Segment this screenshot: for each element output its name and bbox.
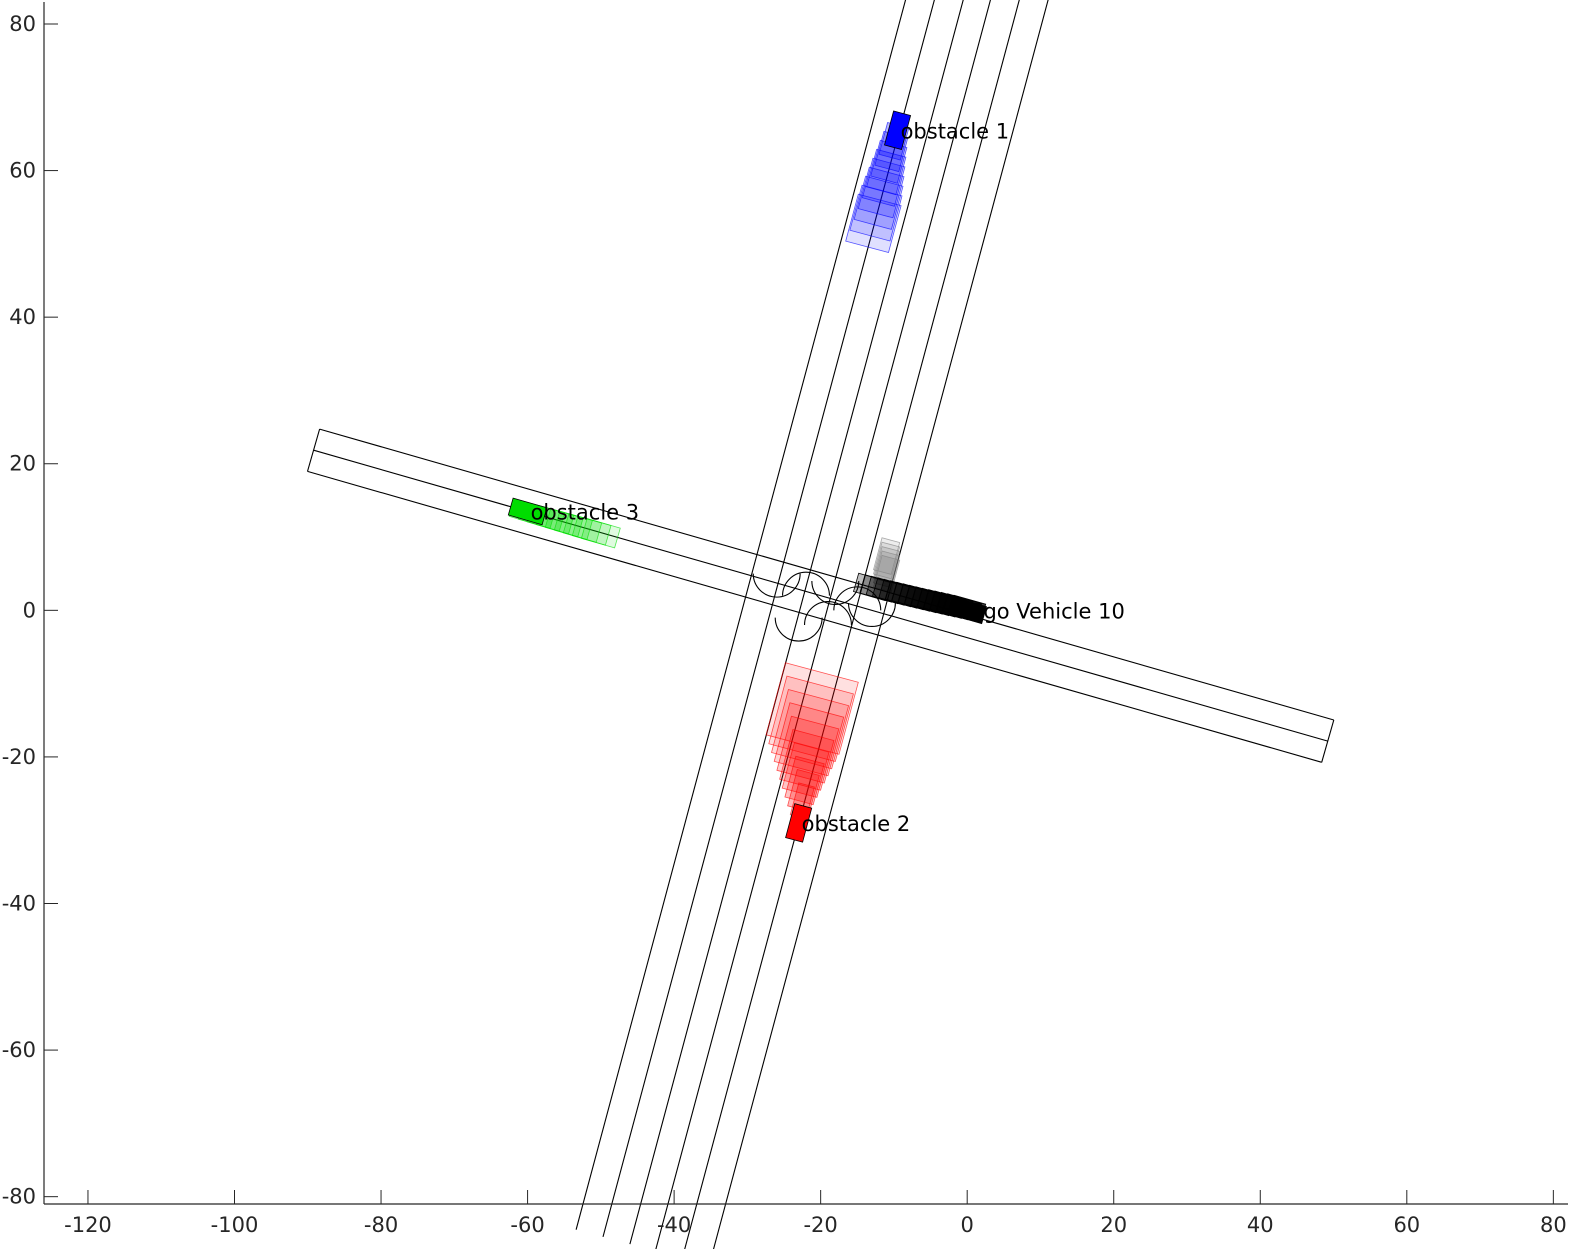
arterial-lane-line	[629, 0, 964, 1245]
x-tick-label: 60	[1393, 1213, 1420, 1237]
occupancy-shape	[765, 662, 859, 755]
y-tick-label: 20	[9, 452, 36, 476]
y-tick-label: -20	[2, 745, 36, 769]
vehicle-body	[947, 596, 987, 625]
x-tick-label: -80	[364, 1213, 398, 1237]
turning-arc	[782, 571, 830, 596]
vehicle-label: obstacle 2	[802, 812, 911, 836]
y-tick-label: 40	[9, 305, 36, 329]
x-tick-label: -60	[510, 1213, 544, 1237]
occupancy-shape	[845, 193, 902, 253]
turning-arc	[803, 601, 852, 625]
y-tick-label: 60	[9, 159, 36, 183]
x-tick-label: -120	[64, 1213, 112, 1237]
y-tick-label: 80	[9, 12, 36, 36]
y-axis-ticks: -80 -60 -40 -20 0 20 40 60 80	[2, 12, 58, 1209]
axes	[43, 2, 1568, 1205]
cross-road-end	[1321, 719, 1335, 763]
occupancy-shape	[873, 541, 901, 580]
occupancy-shape	[784, 755, 825, 806]
y-tick-label: -80	[2, 1185, 36, 1209]
vehicle-label: obstacle 1	[901, 119, 1010, 143]
turning-arc	[811, 581, 860, 605]
y-tick-label: -60	[2, 1038, 36, 1062]
x-tick-label: 20	[1100, 1213, 1127, 1237]
x-tick-label: 40	[1247, 1213, 1274, 1237]
occupancy-shape	[771, 689, 850, 770]
x-tick-label: 0	[961, 1213, 974, 1237]
occupancy-shape	[857, 166, 905, 219]
arterial-lane-line	[575, 0, 907, 1230]
vehicle-label: Ego Vehicle 10	[970, 599, 1125, 623]
occupancy-shape	[861, 157, 906, 207]
occupancy-shape	[849, 184, 903, 242]
occupancy-shape	[580, 518, 621, 549]
occupancy-shape	[870, 139, 908, 184]
occupancy-shape	[873, 546, 901, 584]
cross-road-lane-line	[307, 470, 1322, 763]
x-tick-label: -20	[803, 1213, 837, 1237]
occupancy-shape	[853, 175, 904, 230]
cross-road-lane-line	[319, 428, 1334, 721]
vehicle-label: obstacle 3	[531, 500, 640, 524]
vehicle-body	[507, 497, 548, 526]
turning-arc	[752, 573, 801, 598]
x-tick-label: 80	[1540, 1213, 1567, 1237]
arterial-lane-line	[684, 0, 1020, 1249]
occupancy-shape	[768, 675, 854, 762]
arterial-lane-line	[712, 0, 1049, 1249]
arterial-lane-line	[655, 0, 992, 1249]
y-tick-label: -40	[2, 892, 36, 916]
predicted-occupancy-sets	[508, 122, 987, 820]
turning-arc	[847, 602, 896, 627]
cross-road-lane-line	[313, 449, 1328, 742]
y-tick-label: 0	[23, 598, 36, 622]
x-tick-label: -40	[657, 1213, 691, 1237]
vehicle-body	[785, 803, 813, 843]
vehicles: obstacle 1 obstacle 2 obstacle 3 Ego Vehicl…	[507, 110, 1125, 843]
cross-road-end	[306, 428, 321, 472]
turning-arc	[833, 586, 882, 611]
road-network	[306, 0, 1335, 1249]
vehicle-body	[884, 110, 912, 150]
occupancy-shape	[873, 537, 901, 575]
arterial-lane-line	[602, 0, 935, 1238]
turning-arc	[774, 617, 823, 642]
x-axis-ticks: -120 -100 -80 -60 -40 -20 0 20 40 60 80	[64, 1190, 1567, 1237]
x-tick-label: -100	[211, 1213, 259, 1237]
